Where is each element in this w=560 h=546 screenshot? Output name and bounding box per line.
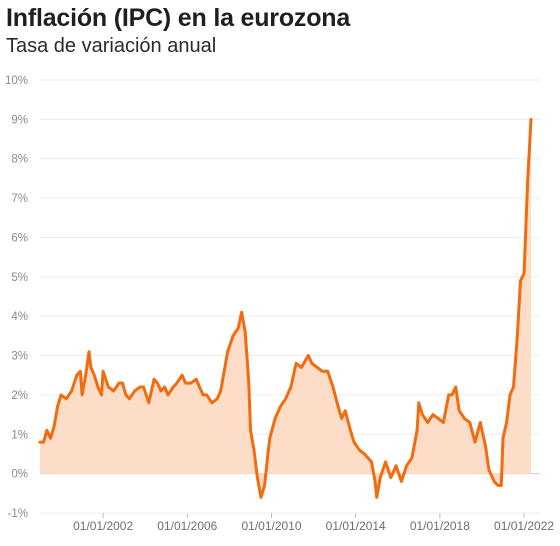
x-axis-ticks: 01/01/2002 01/01/2006 01/01/2010 01/01/2014…	[73, 513, 554, 533]
chart-title: Inflación (IPC) en la eurozona	[6, 4, 351, 32]
x-tick-label: 01/01/2014	[326, 519, 386, 533]
y-tick-label: -1%	[8, 508, 28, 520]
x-tick-label: 01/01/2006	[157, 519, 217, 533]
series-line	[38, 117, 533, 499]
y-tick-label: 8%	[11, 154, 28, 166]
y-tick-label: 2%	[11, 390, 28, 402]
y-tick-label: 5%	[11, 272, 28, 284]
y-tick-label: 10%	[5, 75, 28, 87]
x-tick-label: 01/01/2022	[494, 519, 554, 533]
y-axis-ticks: -1% 0% 1% 2% 3% 4% 5% 6% 7% 8% 9% 10%	[5, 75, 28, 520]
grid-lines	[40, 79, 540, 514]
x-tick-label: 01/01/2018	[410, 519, 470, 533]
y-tick-label: 1%	[11, 429, 28, 441]
y-tick-label: 6%	[11, 232, 28, 244]
y-tick-label: 3%	[11, 351, 28, 363]
y-tick-label: 4%	[11, 311, 28, 323]
y-tick-label: 7%	[11, 193, 28, 205]
chart-subtitle: Tasa de variación anual	[6, 35, 217, 57]
x-tick-label: 01/01/2002	[73, 519, 133, 533]
area-fill	[40, 119, 531, 498]
y-tick-label: 9%	[11, 114, 28, 126]
x-tick-label: 01/01/2010	[241, 519, 301, 533]
y-tick-label: 0%	[11, 469, 28, 481]
area-layer	[38, 117, 533, 499]
